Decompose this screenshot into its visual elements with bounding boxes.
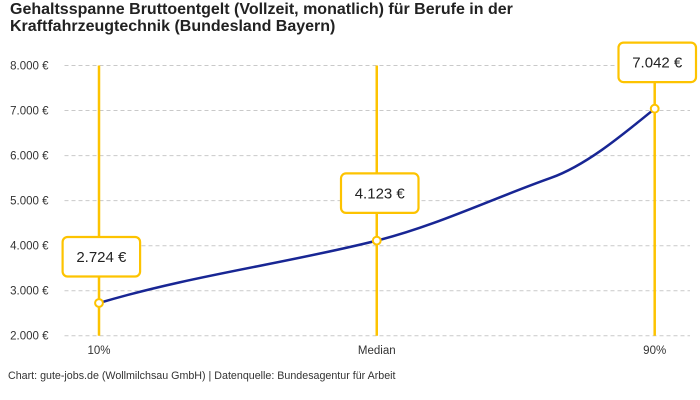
svg-text:10%: 10%: [87, 345, 110, 357]
svg-text:6.000 €: 6.000 €: [10, 150, 49, 162]
svg-text:2.000 €: 2.000 €: [10, 331, 49, 343]
svg-text:8.000 €: 8.000 €: [10, 60, 49, 72]
svg-text:Median: Median: [358, 345, 396, 357]
svg-text:7.042 €: 7.042 €: [632, 55, 683, 72]
svg-text:2.724 €: 2.724 €: [76, 249, 127, 266]
svg-text:7.000 €: 7.000 €: [10, 105, 49, 117]
svg-text:4.000 €: 4.000 €: [10, 241, 49, 253]
svg-text:90%: 90%: [643, 345, 666, 357]
svg-text:3.000 €: 3.000 €: [10, 286, 49, 298]
svg-text:4.123 €: 4.123 €: [355, 185, 406, 202]
svg-text:5.000 €: 5.000 €: [10, 195, 49, 207]
